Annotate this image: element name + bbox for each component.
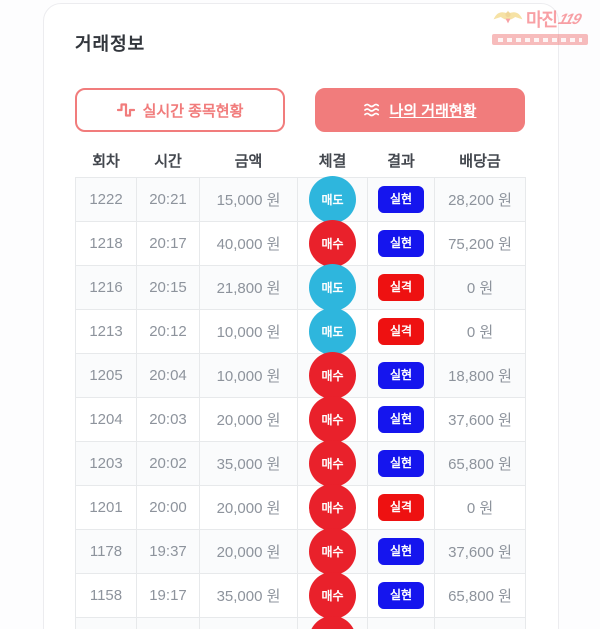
time-cell: 20:04 (136, 352, 200, 398)
time-cell: 20:12 (136, 308, 200, 354)
time-cell: 19:17 (136, 572, 200, 618)
round-cell: 1213 (75, 308, 137, 354)
payout-cell: 65,800 원 (434, 572, 526, 618)
table-row (75, 615, 526, 629)
time-cell: 20:17 (136, 220, 200, 266)
header-round: 회차 (92, 152, 120, 170)
entry-badge: 매도 (309, 307, 356, 355)
realtime-stocks-label: 실시간 종목현황 (142, 102, 244, 120)
realtime-stocks-button[interactable]: 실시간 종목현황 (75, 88, 285, 132)
time-cell (136, 616, 200, 629)
my-trades-label: 나의 거래현황 (389, 102, 477, 120)
table-row: 1201 20:00 20,000 원 매수 실격 0 원 (75, 483, 526, 531)
header-amount: 금액 (234, 152, 263, 170)
entry-badge: 매수 (309, 571, 356, 619)
result-badge: 실현 (378, 185, 424, 213)
amount-cell: 40,000 원 (199, 220, 298, 266)
logo-suffix-text: 119 (556, 10, 583, 28)
round-cell: 1205 (75, 352, 137, 398)
result-badge: 실현 (378, 361, 424, 389)
page-title: 거래정보 (75, 34, 146, 54)
amount-cell: 20,000 원 (199, 484, 298, 530)
amount-cell: 20,000 원 (199, 528, 298, 574)
round-cell: 1201 (75, 484, 137, 530)
time-cell: 20:15 (136, 264, 200, 310)
amount-cell: 20,000 원 (199, 396, 298, 442)
round-cell: 1158 (75, 572, 137, 618)
round-cell: 1222 (75, 176, 137, 222)
result-badge: 실격 (378, 317, 424, 345)
round-cell: 1178 (75, 528, 137, 574)
amount-cell: 35,000 원 (199, 440, 298, 486)
header-time: 시간 (154, 152, 182, 170)
amount-cell: 21,800 원 (199, 264, 298, 310)
result-badge: 실현 (378, 581, 424, 609)
entry-badge: 매도 (309, 175, 356, 223)
my-trades-button[interactable]: 나의 거래현황 (315, 88, 525, 132)
table-row: 1204 20:03 20,000 원 매수 실현 37,600 원 (75, 395, 526, 443)
time-cell: 20:02 (136, 440, 200, 486)
result-badge: 실격 (378, 493, 424, 521)
header-result: 결과 (387, 152, 415, 170)
payout-cell: 18,800 원 (434, 352, 526, 398)
entry-badge: 매수 (309, 219, 356, 267)
entry-badge: 매수 (309, 439, 356, 487)
amount-cell: 15,000 원 (199, 176, 298, 222)
payout-cell: 75,200 원 (434, 220, 526, 266)
entry-badge: 매도 (309, 263, 356, 311)
table-row: 1158 19:17 35,000 원 매수 실현 65,800 원 (75, 571, 526, 619)
payout-cell: 0 원 (434, 264, 526, 310)
trade-history-table: 회차 시간 금액 체결 결과 배당금 1222 20:21 15,000 원 매… (75, 144, 526, 629)
table-row: 1218 20:17 40,000 원 매수 실현 75,200 원 (75, 219, 526, 267)
header-entry: 체결 (318, 152, 347, 170)
round-cell: 1218 (75, 220, 137, 266)
wavy-list-icon (363, 103, 382, 117)
table-row: 1222 20:21 15,000 원 매도 실현 28,200 원 (75, 175, 526, 223)
time-cell: 20:03 (136, 396, 200, 442)
entry-badge: 매수 (309, 395, 356, 443)
payout-cell: 0 원 (434, 484, 526, 530)
amount-cell: 35,000 원 (199, 572, 298, 618)
table-row: 1203 20:02 35,000 원 매수 실현 65,800 원 (75, 439, 526, 487)
table-row: 1213 20:12 10,000 원 매도 실격 0 원 (75, 307, 526, 355)
payout-cell: 0 원 (434, 308, 526, 354)
round-cell: 1216 (75, 264, 137, 310)
round-cell (75, 616, 137, 629)
result-badge: 실현 (378, 405, 424, 433)
payout-cell: 37,600 원 (434, 528, 526, 574)
entry-badge (309, 615, 356, 629)
entry-badge: 매수 (309, 351, 356, 399)
payout-cell: 28,200 원 (434, 176, 526, 222)
round-cell: 1203 (75, 440, 137, 486)
header-payout: 배당금 (459, 152, 501, 170)
time-cell: 20:00 (136, 484, 200, 530)
table-row: 1178 19:37 20,000 원 매수 실현 37,600 원 (75, 527, 526, 575)
toolbar: 실시간 종목현황 나의 거래현황 (75, 88, 525, 132)
amount-cell: 10,000 원 (199, 352, 298, 398)
trade-table-body: 1222 20:21 15,000 원 매도 실현 28,200 원 1218 … (75, 175, 526, 629)
payout-cell (434, 616, 526, 629)
entry-badge: 매수 (309, 527, 356, 575)
amount-cell: 10,000 원 (199, 308, 298, 354)
payout-cell: 37,600 원 (434, 396, 526, 442)
round-cell: 1204 (75, 396, 137, 442)
table-header: 회차 시간 금액 체결 결과 배당금 (76, 144, 526, 177)
pulse-icon (116, 102, 135, 118)
table-row: 1205 20:04 10,000 원 매수 실현 18,800 원 (75, 351, 526, 399)
time-cell: 19:37 (136, 528, 200, 574)
result-badge: 실현 (378, 449, 424, 477)
time-cell: 20:21 (136, 176, 200, 222)
result-badge: 실현 (378, 537, 424, 565)
table-row: 1216 20:15 21,800 원 매도 실격 0 원 (75, 263, 526, 311)
amount-cell (199, 616, 298, 629)
result-badge: 실격 (378, 273, 424, 301)
entry-badge: 매수 (309, 483, 356, 531)
payout-cell: 65,800 원 (434, 440, 526, 486)
result-badge: 실현 (378, 229, 424, 257)
